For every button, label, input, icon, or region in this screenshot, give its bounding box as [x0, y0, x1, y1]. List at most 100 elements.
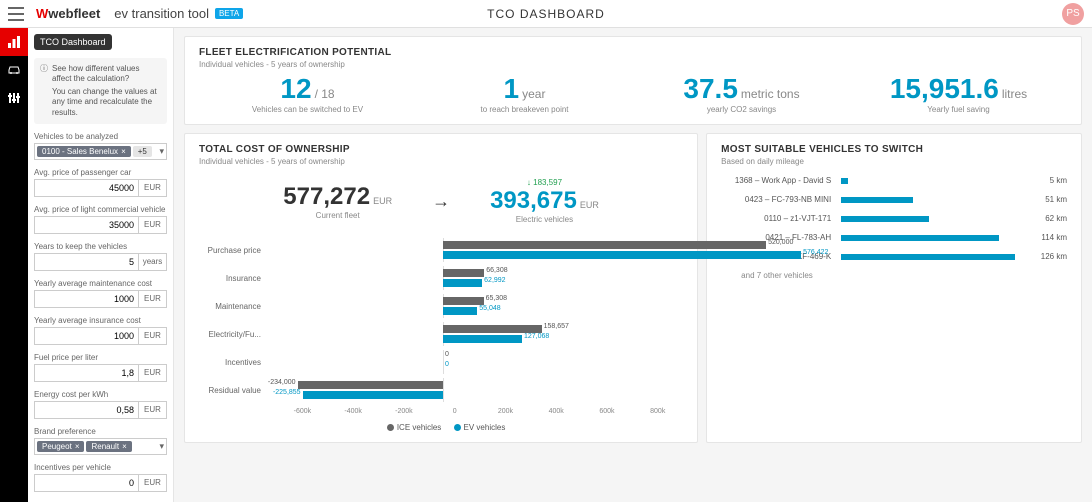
close-icon[interactable]: × [122, 442, 127, 451]
fleet-potential-panel: FLEET ELECTRIFICATION POTENTIAL Individu… [184, 36, 1082, 125]
bar-value-label: 576,422 [803, 249, 828, 256]
vehicle-km: 126 km [1041, 252, 1067, 261]
bar-ev [443, 307, 477, 315]
bar-category-label: Insurance [199, 274, 269, 283]
tco-bar-chart: Purchase price520,000576,422Insurance66,… [199, 236, 683, 404]
switch-title: MOST SUITABLE VEHICLES TO SWITCH [721, 144, 1067, 155]
bar-category-label: Incentives [199, 358, 269, 367]
vehicle-km: 51 km [1045, 195, 1067, 204]
vehicle-bar [841, 254, 1015, 260]
kpi: 15,951.6litresYearly fuel saving [850, 75, 1067, 114]
fleet-panel-title: FLEET ELECTRIFICATION POTENTIAL [199, 47, 1067, 58]
vehicle-km: 114 km [1041, 233, 1067, 242]
vehicle-group-select[interactable]: 0100 - Sales Benelux× +5 ▾ [34, 143, 167, 160]
chart-legend: ICE vehicles EV vehicles [199, 423, 683, 432]
bar-ev [443, 279, 482, 287]
chevron-down-icon[interactable]: ▾ [159, 441, 164, 452]
bar-ice [443, 297, 484, 305]
bar-category-label: Residual value [199, 386, 269, 395]
input-label: Avg. price of passenger car [34, 168, 167, 177]
content-area: FLEET ELECTRIFICATION POTENTIAL Individu… [174, 28, 1092, 502]
arrow-right-icon: → [432, 191, 450, 212]
bar-value-label: 0 [445, 351, 449, 358]
unit-label: EUR [139, 364, 167, 382]
input-label: Fuel price per liter [34, 353, 167, 362]
rail-dashboard-icon[interactable] [0, 28, 28, 56]
vehicle-name: 0110 – z1-VJT-171 [721, 214, 841, 223]
unit-label: EUR [139, 327, 167, 345]
tco-title: TOTAL COST OF OWNERSHIP [199, 144, 683, 155]
rail-settings-icon[interactable] [0, 84, 28, 112]
close-icon[interactable]: × [75, 442, 80, 451]
config-input-6[interactable] [34, 401, 139, 419]
bar-value-label: 127,068 [524, 333, 549, 340]
tooltip: TCO Dashboard [34, 34, 112, 50]
kpi: 37.5metric tonsyearly CO2 savings [633, 75, 850, 114]
bar-value-label: 66,308 [486, 267, 507, 274]
bar-ice [443, 269, 484, 277]
help-box: ⓘ See how different values affect the ca… [34, 58, 167, 124]
tco-ev-value: 393,675 [490, 187, 577, 214]
bar-ev [443, 251, 801, 259]
logo: Wwebfleet [36, 6, 100, 21]
tco-sub: Individual vehicles - 5 years of ownersh… [199, 157, 683, 166]
beta-badge: BETA [215, 8, 243, 19]
switch-panel: MOST SUITABLE VEHICLES TO SWITCH Based o… [706, 133, 1082, 443]
close-icon[interactable]: × [121, 147, 126, 156]
bar-ev [443, 335, 522, 343]
vehicle-row: 0110 – z1-VJT-171 62 km [721, 214, 1067, 223]
unit-label: EUR [139, 474, 167, 492]
tco-panel: TOTAL COST OF OWNERSHIP Individual vehic… [184, 133, 698, 443]
avatar[interactable]: PS [1062, 3, 1084, 25]
bar-value-label: -234,000 [268, 379, 296, 386]
brand-select[interactable]: Peugeot ×Renault × ▾ [34, 438, 167, 455]
page-title: TCO DASHBOARD [487, 7, 605, 21]
chevron-down-icon[interactable]: ▾ [159, 146, 164, 157]
config-input-2[interactable] [34, 253, 139, 271]
bar-category-label: Electricity/Fu... [199, 330, 269, 339]
vehicle-bar [841, 216, 929, 222]
vehicle-km: 5 km [1050, 176, 1067, 185]
config-input-5[interactable] [34, 364, 139, 382]
vehicle-row: 1368 – Work App - David S5 km [721, 176, 1067, 185]
config-input-4[interactable] [34, 327, 139, 345]
brand-tag[interactable]: Renault × [86, 441, 131, 452]
input-label: Avg. price of light commercial vehicle [34, 205, 167, 214]
vehicle-row: 0423 – FC-793-NB MINI51 km [721, 195, 1067, 204]
config-input-3[interactable] [34, 290, 139, 308]
unit-label: EUR [139, 401, 167, 419]
side-rail [0, 28, 28, 502]
hamburger-menu[interactable] [8, 7, 24, 21]
input-label: Yearly average maintenance cost [34, 279, 167, 288]
input-label: Yearly average insurance cost [34, 316, 167, 325]
unit-label: EUR [139, 290, 167, 308]
kpi: 12/ 18Vehicles can be switched to EV [199, 75, 416, 114]
brand-pref-label: Brand preference [34, 427, 167, 436]
vehicle-km: 62 km [1045, 214, 1067, 223]
bar-ice [443, 241, 766, 249]
tco-ev-label: Electric vehicles [490, 215, 599, 224]
input-label: Incentives per vehicle [34, 463, 167, 472]
config-input-1[interactable] [34, 216, 139, 234]
tco-current-label: Current fleet [283, 211, 392, 220]
kpi: 1yearto reach breakeven point [416, 75, 633, 114]
config-input-8[interactable] [34, 474, 139, 492]
vehicle-bar [841, 235, 999, 241]
config-input-0[interactable] [34, 179, 139, 197]
vehicle-group-more[interactable]: +5 [133, 146, 152, 157]
info-icon: ⓘ [40, 64, 48, 118]
tco-savings: ↓ 183,597 [490, 178, 599, 187]
bar-value-label: 0 [445, 361, 449, 368]
input-label: Years to keep the vehicles [34, 242, 167, 251]
tco-current-value: 577,272 [283, 183, 370, 210]
rail-vehicle-icon[interactable] [0, 56, 28, 84]
input-label: Energy cost per kWh [34, 390, 167, 399]
brand-tag[interactable]: Peugeot × [37, 441, 84, 452]
fleet-panel-sub: Individual vehicles - 5 years of ownersh… [199, 60, 1067, 69]
unit-label: years [139, 253, 167, 271]
bar-value-label: -225,855 [273, 389, 301, 396]
bar-value-label: 65,308 [486, 295, 507, 302]
vehicle-group-tag[interactable]: 0100 - Sales Benelux× [37, 146, 131, 157]
switch-more: and 7 other vehicles [741, 271, 1067, 280]
unit-label: EUR [139, 216, 167, 234]
